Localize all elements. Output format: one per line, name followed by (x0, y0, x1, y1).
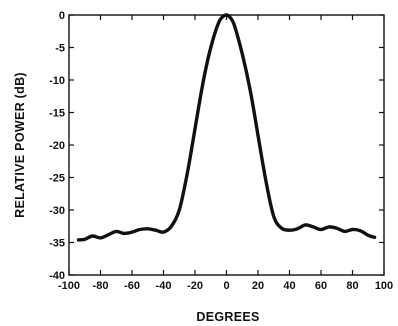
x-tick-label: 80 (346, 280, 358, 292)
x-tick-label: -40 (156, 280, 172, 292)
x-tick-label: 20 (252, 280, 264, 292)
x-tick-label: -20 (187, 280, 203, 292)
x-tick-label: -60 (124, 280, 140, 292)
y-tick-label: -40 (49, 270, 65, 282)
y-tick-label: -10 (49, 75, 65, 87)
plot-area (68, 14, 385, 276)
x-axis: -100 -80 -60 -40 -20 0 20 40 60 80 100 (58, 15, 393, 292)
x-tick-label: 100 (375, 280, 393, 292)
y-axis: 0 -5 -10 -15 -20 -25 -30 -35 -40 (49, 10, 384, 282)
y-tick-label: -35 (49, 238, 65, 250)
series-line (76, 13, 377, 242)
y-tick-label: -30 (49, 205, 65, 217)
x-tick-label: -80 (93, 280, 109, 292)
y-tick-label: -20 (49, 140, 65, 152)
y-tick-label: -25 (49, 173, 65, 185)
x-tick-label: 0 (223, 280, 229, 292)
plot-frame (68, 14, 385, 276)
y-tick-label: -5 (55, 43, 65, 55)
y-tick-label: 0 (59, 10, 65, 22)
x-axis-title: DEGREES (196, 310, 259, 324)
y-tick-label: -15 (49, 108, 65, 120)
x-tick-label: -100 (58, 280, 80, 292)
x-tick-label: 60 (315, 280, 327, 292)
y-axis-title: RELATIVE POWER (dB) (13, 72, 27, 218)
x-tick-label: 40 (283, 280, 295, 292)
series-layer (76, 13, 377, 242)
